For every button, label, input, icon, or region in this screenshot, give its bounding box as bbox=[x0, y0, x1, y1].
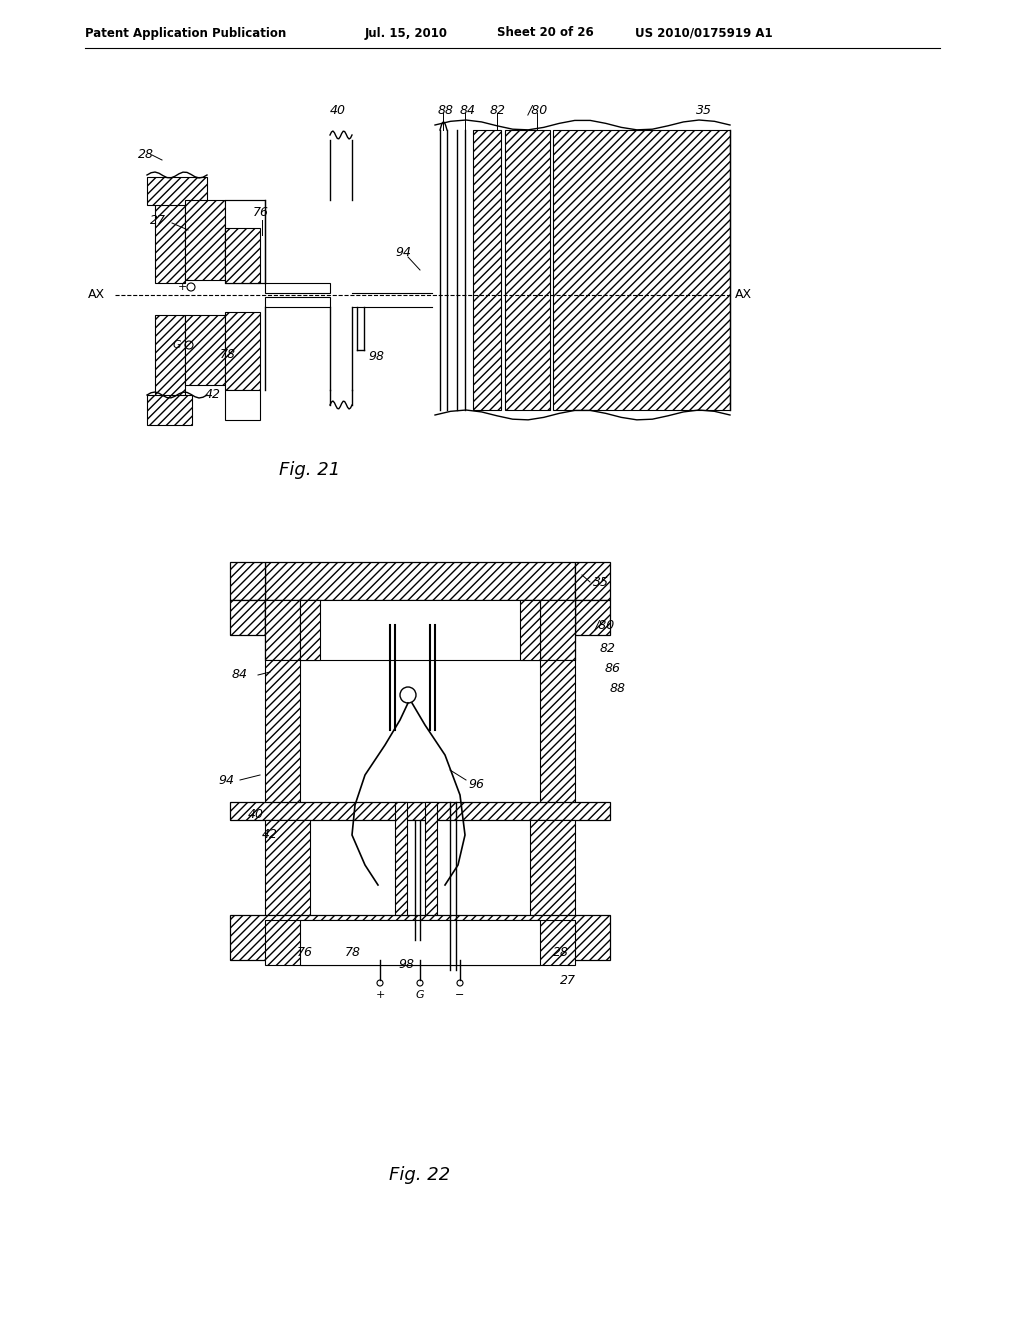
Text: 84: 84 bbox=[232, 668, 248, 681]
Bar bbox=[225, 228, 260, 282]
Bar bbox=[225, 201, 265, 282]
Text: US 2010/0175919 A1: US 2010/0175919 A1 bbox=[635, 26, 773, 40]
Text: /80: /80 bbox=[595, 619, 615, 631]
Text: /80: /80 bbox=[528, 103, 548, 116]
Bar bbox=[300, 601, 319, 660]
Bar bbox=[505, 129, 550, 411]
Bar bbox=[265, 282, 330, 293]
Bar bbox=[265, 601, 300, 660]
Bar bbox=[185, 201, 225, 280]
Text: 28: 28 bbox=[553, 945, 569, 958]
Bar bbox=[185, 315, 225, 385]
Text: 35: 35 bbox=[593, 576, 609, 589]
Bar bbox=[147, 395, 193, 425]
Bar bbox=[230, 803, 610, 820]
Text: 42: 42 bbox=[262, 829, 278, 842]
Bar bbox=[553, 129, 730, 411]
Text: 40: 40 bbox=[248, 808, 264, 821]
Text: 76: 76 bbox=[297, 945, 313, 958]
Bar bbox=[265, 297, 330, 308]
Text: 84: 84 bbox=[460, 103, 476, 116]
Text: Jul. 15, 2010: Jul. 15, 2010 bbox=[365, 26, 449, 40]
Text: 42: 42 bbox=[205, 388, 221, 401]
Bar bbox=[265, 660, 300, 820]
Bar bbox=[540, 601, 575, 660]
Text: 98: 98 bbox=[398, 958, 414, 972]
Text: Sheet 20 of 26: Sheet 20 of 26 bbox=[497, 26, 594, 40]
Text: G: G bbox=[416, 990, 424, 1001]
Bar bbox=[230, 915, 610, 960]
Bar bbox=[155, 178, 185, 282]
Text: −: − bbox=[456, 990, 465, 1001]
Bar bbox=[265, 601, 575, 660]
Text: 40: 40 bbox=[330, 103, 346, 116]
Text: G: G bbox=[173, 341, 181, 350]
Bar bbox=[425, 803, 437, 940]
Text: 82: 82 bbox=[490, 103, 506, 116]
Bar bbox=[230, 601, 265, 635]
Bar bbox=[395, 803, 407, 940]
Text: 86: 86 bbox=[605, 661, 621, 675]
Bar bbox=[575, 562, 610, 601]
Bar bbox=[300, 920, 540, 965]
Text: 28: 28 bbox=[138, 149, 154, 161]
Text: 94: 94 bbox=[395, 247, 411, 260]
Bar bbox=[265, 820, 310, 940]
Text: AX: AX bbox=[735, 289, 752, 301]
Text: 35: 35 bbox=[696, 103, 712, 116]
Text: 27: 27 bbox=[560, 974, 575, 986]
Bar bbox=[265, 920, 575, 965]
Text: 96: 96 bbox=[468, 779, 484, 792]
Text: 82: 82 bbox=[600, 642, 616, 655]
Text: Fig. 22: Fig. 22 bbox=[389, 1166, 451, 1184]
Bar bbox=[530, 820, 575, 940]
Bar bbox=[155, 315, 185, 420]
Bar bbox=[520, 601, 540, 660]
Bar bbox=[575, 601, 610, 635]
Text: 94: 94 bbox=[218, 774, 234, 787]
Text: 98: 98 bbox=[368, 351, 384, 363]
Bar bbox=[473, 129, 501, 411]
Text: Patent Application Publication: Patent Application Publication bbox=[85, 26, 287, 40]
Text: 88: 88 bbox=[610, 681, 626, 694]
Text: AX: AX bbox=[88, 289, 105, 301]
Bar bbox=[540, 660, 575, 820]
Text: +: + bbox=[376, 990, 385, 1001]
Text: 88: 88 bbox=[438, 103, 454, 116]
Text: +: + bbox=[177, 282, 186, 292]
Bar bbox=[225, 312, 260, 389]
Bar bbox=[230, 562, 265, 601]
Bar bbox=[265, 562, 575, 601]
Bar bbox=[147, 177, 207, 205]
Text: 76: 76 bbox=[253, 206, 269, 219]
Text: Fig. 21: Fig. 21 bbox=[280, 461, 341, 479]
Text: 78: 78 bbox=[220, 348, 236, 362]
Text: 78: 78 bbox=[345, 945, 361, 958]
Text: 27: 27 bbox=[150, 214, 166, 227]
Bar bbox=[225, 389, 260, 420]
